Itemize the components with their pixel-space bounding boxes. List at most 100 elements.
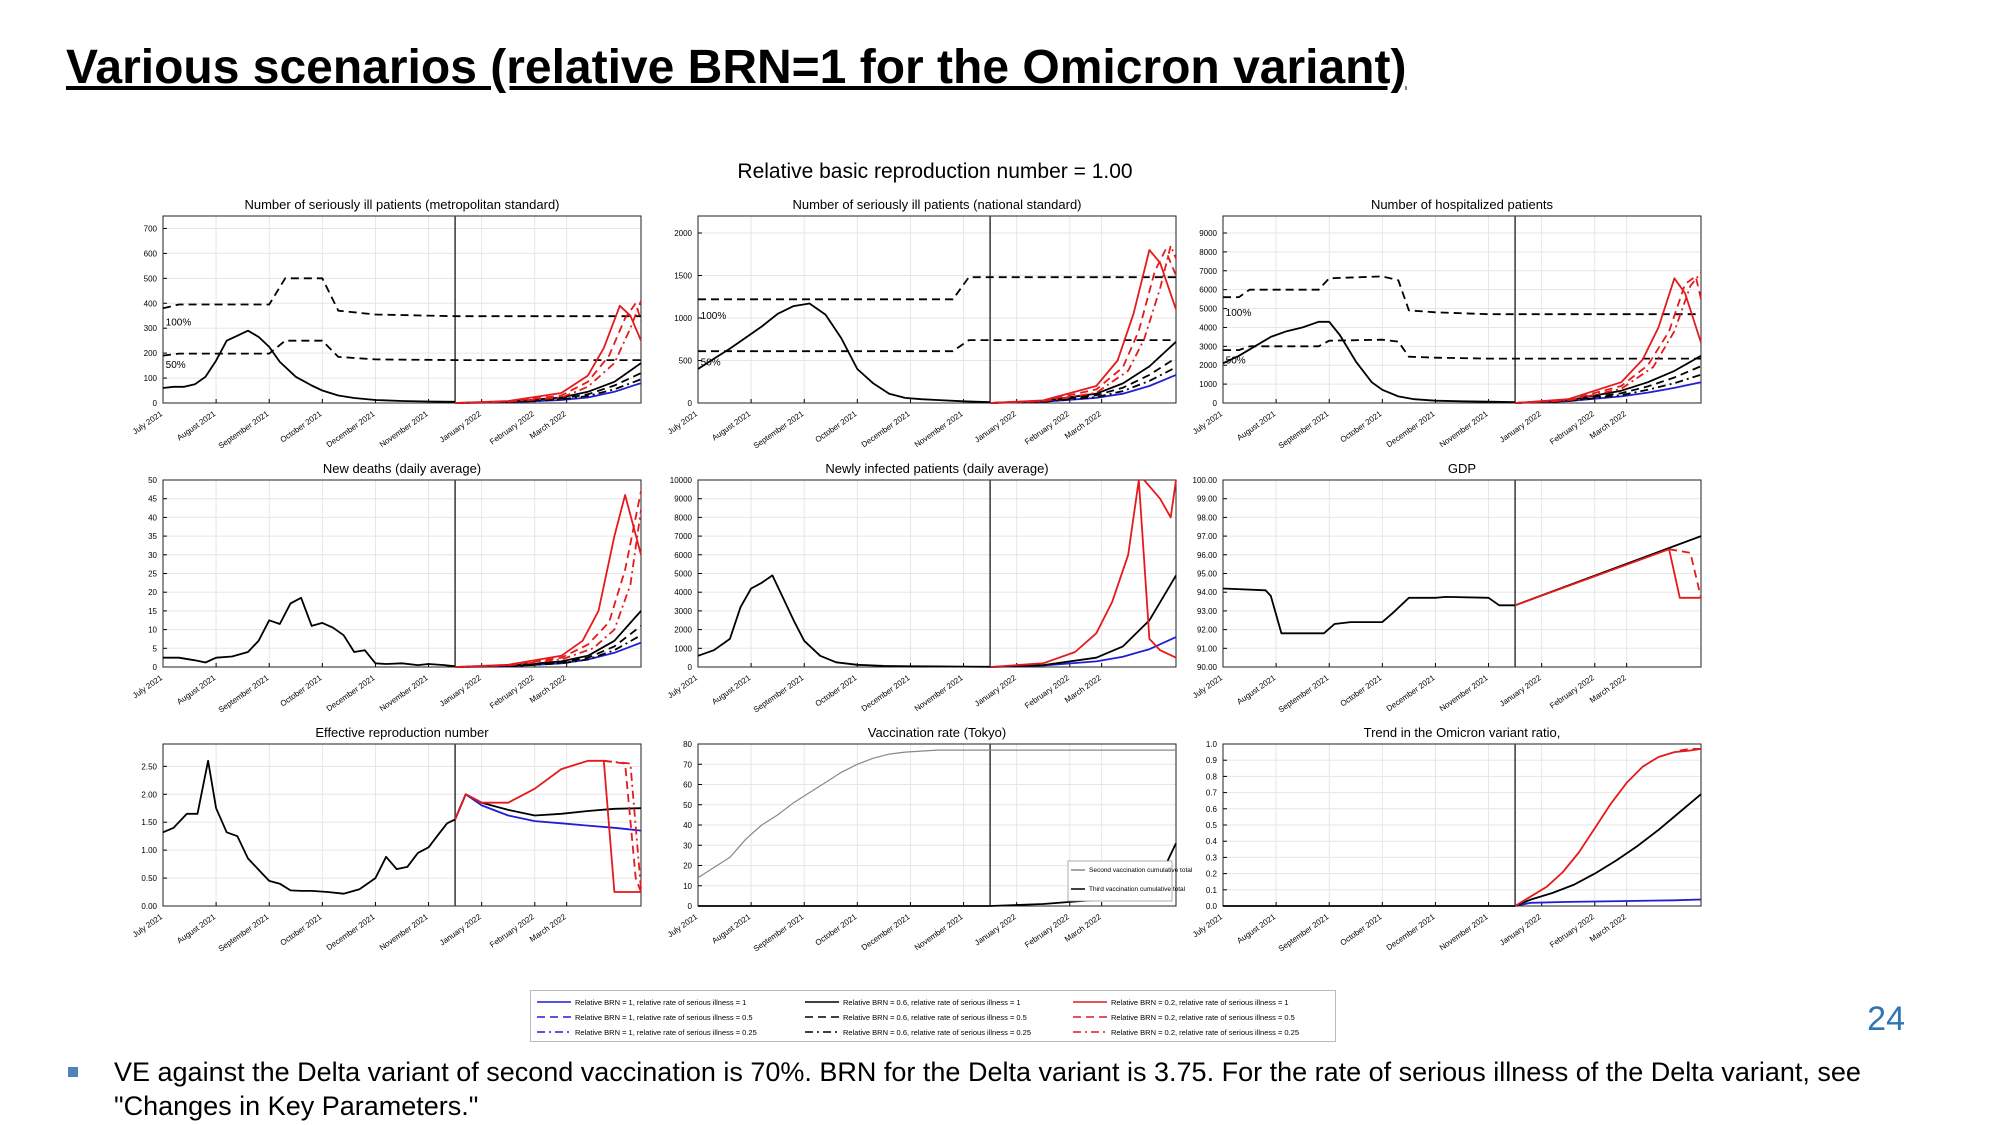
y-tick-label: 0.50 (141, 874, 157, 883)
x-tick-label: July 2021 (131, 409, 165, 436)
x-tick-label: January 2022 (1498, 673, 1543, 708)
inner-legend-box (1067, 860, 1173, 902)
chart-title: Effective reproduction number (315, 725, 489, 740)
y-tick-label: 7000 (674, 532, 692, 541)
y-tick-label: 2000 (674, 626, 692, 635)
x-tick-label: November 2021 (1438, 912, 1490, 952)
y-tick-label: 1000 (674, 314, 692, 323)
y-tick-label: 70 (683, 760, 692, 769)
y-tick-label: 1000 (674, 644, 692, 653)
x-tick-label: November 2021 (1438, 409, 1490, 449)
y-tick-label: 93.00 (1197, 607, 1218, 616)
x-tick-label: September 2021 (752, 673, 806, 715)
plot-frame (162, 215, 642, 404)
y-tick-label: 0.3 (1206, 853, 1218, 862)
series-line (698, 276, 1176, 301)
x-tick-label: March 2022 (1063, 912, 1103, 944)
series-line (990, 249, 1177, 404)
legend-label: Relative BRN = 0.2, relative rate of ser… (1111, 998, 1289, 1007)
x-tick-label: January 2022 (973, 673, 1018, 708)
y-tick-label: 0.1 (1206, 886, 1218, 895)
series-line (1514, 548, 1701, 607)
y-tick-label: 1000 (1199, 380, 1217, 389)
y-tick-label: 1.0 (1206, 740, 1218, 749)
y-tick-label: 3000 (1199, 342, 1217, 351)
y-tick-label: 100 (144, 374, 158, 383)
series-line (697, 574, 991, 668)
y-tick-label: 50 (148, 476, 157, 485)
x-tick-label: February 2022 (1023, 673, 1071, 711)
y-tick-label: 400 (144, 299, 158, 308)
y-tick-label: 10 (683, 882, 692, 891)
x-tick-label: January 2022 (1498, 409, 1543, 444)
y-tick-label: 500 (144, 274, 158, 283)
x-tick-label: October 2021 (814, 409, 859, 444)
y-tick-label: 30 (148, 551, 157, 560)
y-tick-label: 1.50 (141, 818, 157, 827)
y-tick-label: 0.5 (1206, 821, 1218, 830)
chart-title: Vaccination rate (Tokyo) (868, 725, 1007, 740)
y-tick-label: 40 (148, 513, 157, 522)
y-tick-label: 0.4 (1206, 837, 1218, 846)
legend-label: Relative BRN = 1, relative rate of serio… (575, 998, 746, 1007)
x-tick-label: February 2022 (488, 409, 536, 447)
y-tick-label: 6000 (674, 551, 692, 560)
series-line (1222, 587, 1516, 635)
y-tick-label: 25 (148, 570, 157, 579)
y-tick-label: 30 (683, 841, 692, 850)
chart-panel-6: GDP 90.00 91.00 92.00 93.00 94.00 95.00 96.00 97… (1190, 452, 1710, 747)
y-tick-label: 98.00 (1197, 513, 1218, 522)
x-tick-label: November 2021 (913, 673, 965, 713)
y-tick-label: 0 (688, 902, 693, 911)
x-tick-label: January 2022 (1498, 912, 1543, 947)
chart-title: Trend in the Omicron variant ratio, (1364, 725, 1561, 740)
series-line (697, 749, 1176, 879)
x-tick-label: September 2021 (1277, 912, 1331, 954)
x-tick-label: July 2021 (1191, 673, 1225, 700)
series-line (1514, 748, 1702, 907)
plot-frame (697, 215, 1177, 404)
y-tick-label: 2.50 (141, 762, 157, 771)
y-tick-label: 0.6 (1206, 805, 1218, 814)
x-tick-label: March 2022 (528, 409, 568, 441)
x-tick-label: September 2021 (217, 673, 271, 715)
plot-frame (162, 743, 642, 907)
annotation-label: 100% (701, 311, 727, 322)
footnote-text: VE against the Delta variant of second v… (114, 1057, 1861, 1121)
legend-label: Relative BRN = 0.6, relative rate of ser… (843, 1013, 1027, 1022)
series-line (455, 634, 642, 668)
scenario-legend-svg: Relative BRN = 1, relative rate of serio… (537, 998, 1299, 1037)
series-line (455, 302, 642, 404)
x-tick-label: November 2021 (1438, 673, 1490, 713)
x-tick-label: December 2021 (860, 912, 912, 952)
series-line (990, 636, 1177, 668)
x-tick-label: July 2021 (131, 912, 165, 939)
x-tick-label: December 2021 (860, 409, 912, 449)
legend-label: Relative BRN = 0.6, relative rate of ser… (843, 1028, 1031, 1037)
x-tick-label: February 2022 (1548, 409, 1596, 447)
x-tick-label: February 2022 (488, 673, 536, 711)
x-tick-label: October 2021 (1339, 409, 1384, 444)
y-tick-label: 91.00 (1197, 644, 1218, 653)
x-tick-label: October 2021 (814, 673, 859, 708)
series-line (990, 357, 1177, 404)
series-line (1222, 320, 1516, 403)
bullet-icon (68, 1067, 78, 1077)
y-tick-label: 2000 (1199, 361, 1217, 370)
x-tick-label: March 2022 (1588, 912, 1628, 944)
chart-title: Number of seriously ill patients (metrop… (244, 197, 559, 212)
page-title: Various scenarios (relative BRN=1 for th… (66, 41, 1407, 94)
x-tick-label: November 2021 (913, 409, 965, 449)
y-tick-label: 8000 (674, 513, 692, 522)
x-tick-label: October 2021 (279, 409, 324, 444)
y-tick-label: 9000 (1199, 229, 1217, 238)
y-tick-label: 0 (153, 663, 158, 672)
x-tick-label: February 2022 (1023, 409, 1071, 447)
y-tick-label: 300 (144, 324, 158, 333)
y-tick-label: 96.00 (1197, 551, 1218, 560)
chart-panel-8: Vaccination rate (Tokyo) 0 10 20 30 40 50 60 70 8… (665, 716, 1193, 986)
chart-panel-1: Number of seriously ill patients (metrop… (130, 188, 650, 483)
x-tick-label: September 2021 (217, 912, 271, 954)
y-tick-label: 92.00 (1197, 626, 1218, 635)
chart-omicron-ratio: Trend in the Omicron variant ratio, 0.0 0.… (1191, 725, 1702, 954)
